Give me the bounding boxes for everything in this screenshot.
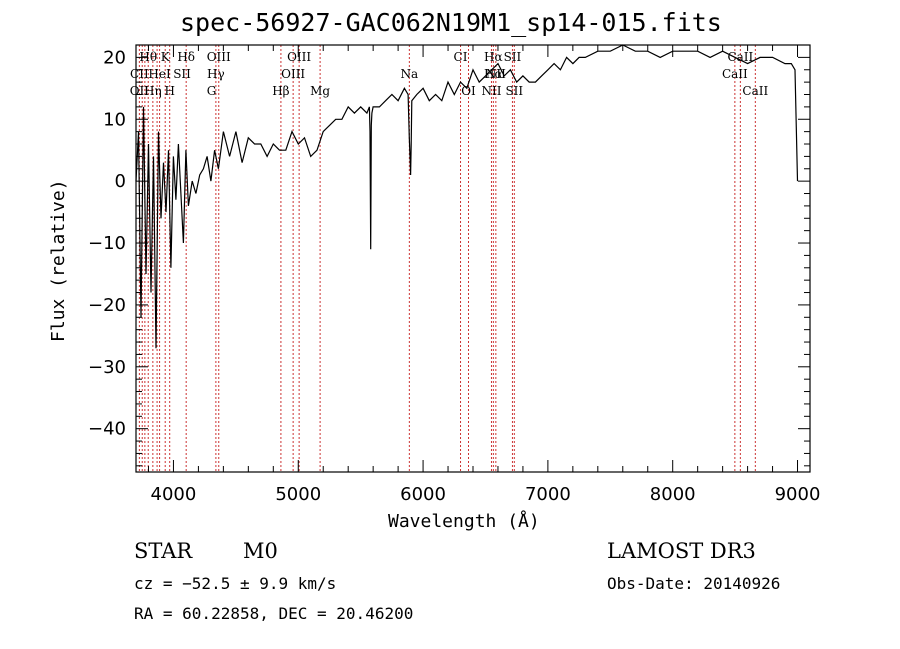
spectral-line-label: Mg: [310, 84, 330, 98]
x-tick-label: 6000: [400, 484, 446, 505]
axis-ticks: 4000 5000 6000 7000 8000 9000 20 10 0 −10 −20 −30 −4…: [88, 44, 821, 505]
y-tick-label: 20: [103, 47, 126, 68]
y-axis-label: Flux (relative): [48, 179, 69, 342]
x-axis-label: Wavelength (Å): [388, 511, 540, 532]
spectral-line-label: CII: [130, 67, 149, 81]
spectral-line-label: OII: [130, 84, 150, 98]
plot-frame: [135, 44, 811, 473]
plot-axes: [135, 44, 811, 473]
spectral-line-label: CaII: [742, 84, 768, 98]
ra-dec: RA = 60.22858, DEC = 20.46200: [134, 604, 414, 623]
x-tick-label: 7000: [525, 484, 571, 505]
spectral-line-label: SII: [173, 67, 191, 81]
spectral-line-label: K: [161, 50, 171, 64]
subclass: M0: [243, 539, 278, 563]
spectral-line-label: NII: [481, 84, 501, 98]
spectral-line-label: SII: [505, 84, 523, 98]
y-tick-label: 0: [115, 171, 126, 192]
x-tick-label: 9000: [775, 484, 821, 505]
object-type: STAR: [134, 539, 193, 563]
spectral-line-label: Hη: [144, 84, 162, 98]
chart-title: spec-56927-GAC062N19M1_sp14-015.fits: [180, 8, 722, 37]
spectral-line-label: Hα: [484, 50, 503, 64]
spectral-line-label: OI: [461, 84, 476, 98]
spectral-line-label: OIII: [287, 50, 311, 64]
spectral-line-label: H: [164, 84, 174, 98]
y-tick-label: −40: [88, 419, 126, 440]
y-tick-label: −20: [88, 295, 126, 316]
spectral-line-label: Hγ: [207, 67, 225, 81]
y-tick-label: 10: [103, 109, 126, 130]
spectral-line-label: Hβ: [272, 84, 289, 98]
spectral-line-label: G: [207, 84, 217, 98]
x-tick-label: 8000: [650, 484, 696, 505]
spectral-line-label: SII: [504, 50, 522, 64]
x-tick-label: 4000: [151, 484, 197, 505]
emission-line-markers: [138, 45, 756, 472]
spectral-line-label: Na: [401, 67, 419, 81]
y-tick-label: −10: [88, 233, 126, 254]
spectral-line-label: OIII: [281, 67, 305, 81]
spectral-line-label: OIII: [207, 50, 231, 64]
y-tick-label: −30: [88, 357, 126, 378]
spectral-line-label: CaII: [722, 67, 748, 81]
spectral-line-label: HeI: [148, 67, 171, 81]
survey-name: LAMOST DR3: [607, 539, 756, 563]
spectral-line-label: CaII: [727, 50, 753, 64]
x-tick-label: 5000: [275, 484, 321, 505]
spectral-line-label: Hδ: [177, 50, 195, 64]
obs-date: Obs-Date: 20140926: [607, 574, 781, 593]
spectral-line-label: Hα: [484, 67, 503, 81]
redshift-velocity: cz = −52.5 ± 9.9 km/s: [134, 574, 337, 593]
spectral-line-label: Hθ: [139, 50, 157, 64]
spectral-line-label: CI: [454, 50, 468, 64]
spectrum-line: [135, 44, 799, 349]
